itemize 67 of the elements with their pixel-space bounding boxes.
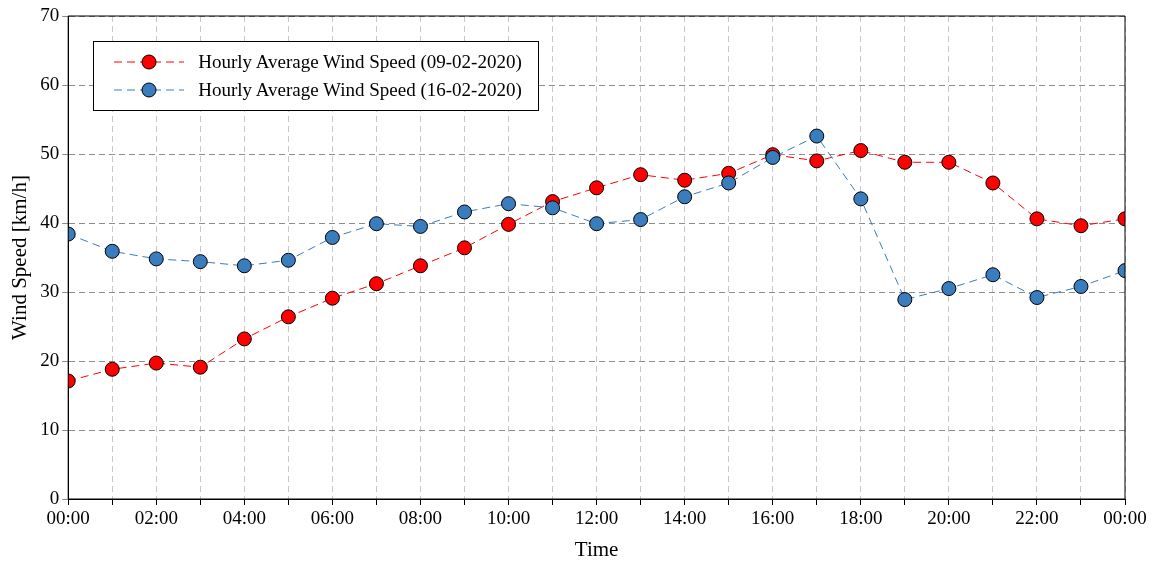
x-tick-label: 20:00: [927, 507, 971, 529]
point: [985, 267, 1001, 283]
point: [589, 180, 605, 196]
point: [853, 143, 869, 159]
point: [280, 252, 296, 268]
y-tick-label: 20: [40, 348, 60, 370]
point: [985, 175, 1001, 191]
x-tick-label: 16:00: [751, 507, 795, 529]
y-tick-label: 70: [40, 3, 60, 25]
x-tick-label: 04:00: [222, 507, 266, 529]
x-tick-label: 22:00: [1015, 507, 1059, 529]
x-tick-label: 06:00: [310, 507, 355, 529]
y-tick-label: 50: [40, 141, 60, 163]
y-tick-label: 60: [40, 72, 60, 94]
y-tick-label: 0: [49, 486, 60, 508]
point: [941, 154, 957, 170]
point: [853, 191, 869, 207]
point: [104, 243, 120, 259]
point: [721, 175, 737, 191]
point: [677, 172, 693, 188]
point: [897, 292, 913, 308]
point: [457, 204, 472, 220]
x-tick-label: 08:00: [398, 507, 443, 529]
point: [236, 258, 252, 274]
legend-label: Hourly Average Wind Speed (16-02-2020): [198, 78, 522, 102]
point: [412, 258, 428, 274]
point: [809, 153, 825, 169]
point: [589, 216, 605, 232]
x-tick-label: 12:00: [574, 507, 619, 529]
point: [192, 254, 208, 270]
x-tick-label: 14:00: [663, 507, 707, 529]
point: [324, 229, 340, 245]
point: [1073, 278, 1089, 294]
legend-label: Hourly Average Wind Speed (09-02-2020): [198, 50, 522, 74]
y-tick-label: 30: [40, 279, 60, 301]
point: [633, 212, 649, 228]
point: [148, 355, 164, 371]
point: [368, 216, 384, 232]
y-tick-label: 10: [40, 417, 60, 439]
x-tick-label: 00:00: [1103, 507, 1147, 529]
point: [501, 216, 517, 232]
y-tick-label: 40: [40, 210, 60, 232]
x-tick-label: 18:00: [839, 507, 883, 529]
point: [236, 331, 252, 347]
point: [545, 200, 561, 216]
point: [280, 309, 296, 325]
point: [148, 251, 164, 267]
y-axis-title: Wind Speed [km/h]: [7, 175, 32, 340]
point: [677, 189, 693, 205]
x-tick-label: 00:00: [46, 507, 90, 529]
point: [633, 167, 649, 183]
point: [1029, 211, 1045, 227]
point: [457, 240, 472, 256]
x-tick-label: 02:00: [134, 507, 178, 529]
point: [941, 281, 957, 297]
point: [501, 196, 517, 212]
point: [897, 154, 913, 170]
point: [1073, 218, 1089, 234]
point: [1029, 290, 1045, 306]
point: [104, 361, 120, 377]
point: [809, 128, 825, 144]
point: [368, 276, 384, 292]
x-axis-title: Time: [574, 536, 619, 561]
point: [192, 359, 208, 375]
point: [412, 218, 428, 234]
point: [324, 290, 340, 306]
x-tick-label: 10:00: [486, 507, 531, 529]
